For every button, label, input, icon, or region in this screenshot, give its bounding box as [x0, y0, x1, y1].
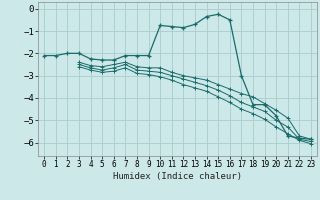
X-axis label: Humidex (Indice chaleur): Humidex (Indice chaleur) [113, 172, 242, 181]
